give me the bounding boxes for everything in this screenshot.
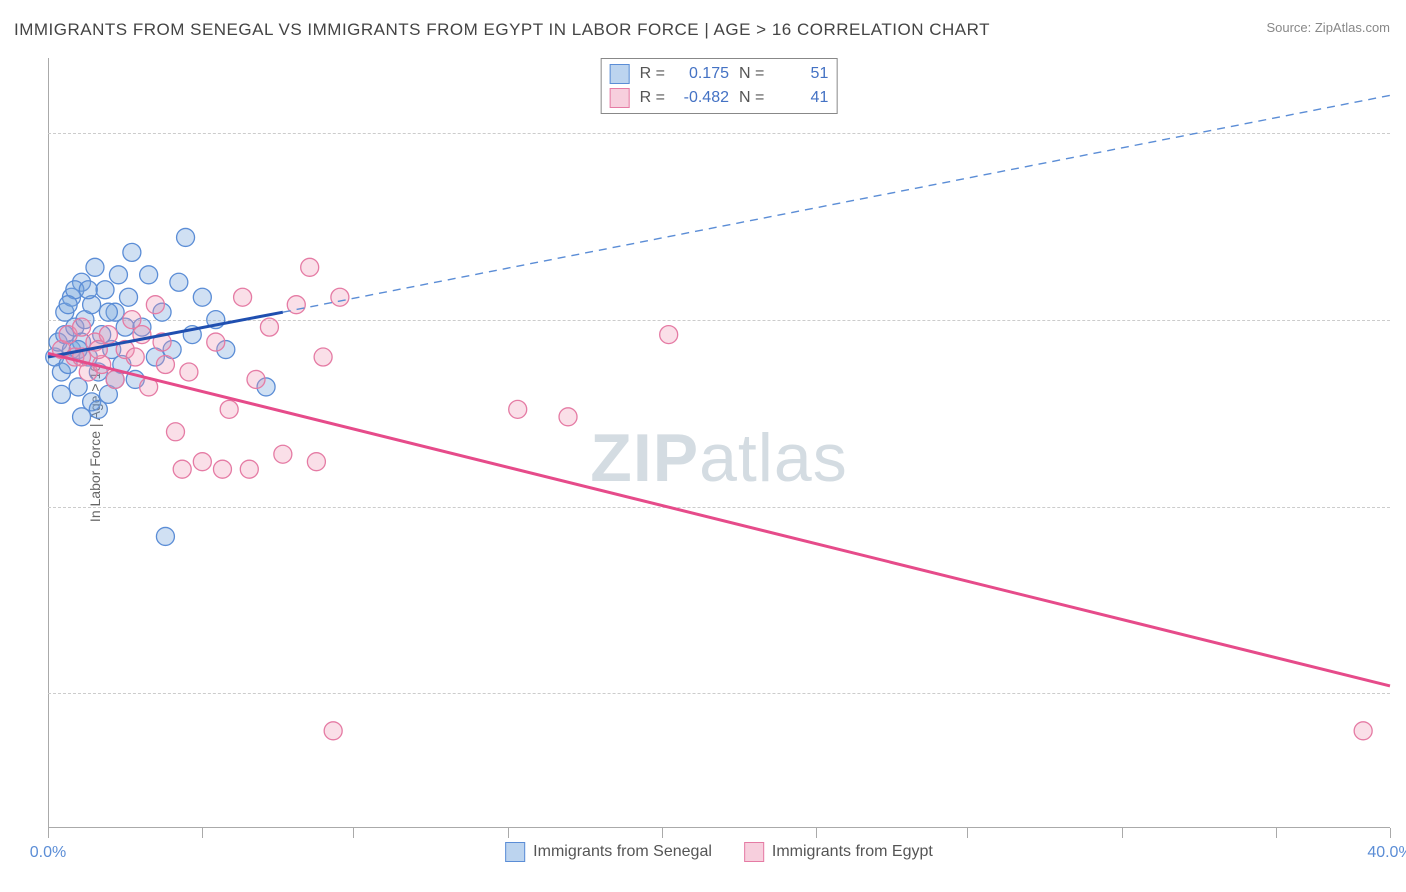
scatter-point: [123, 243, 141, 261]
r-label: R =: [640, 89, 665, 107]
r-value-series-0: 0.175: [675, 65, 729, 83]
scatter-point: [1354, 722, 1372, 740]
plot-svg: [48, 58, 1390, 828]
x-tick: [1276, 828, 1277, 838]
scatter-point: [509, 400, 527, 418]
scatter-point: [307, 453, 325, 471]
x-tick: [662, 828, 663, 838]
scatter-point: [274, 445, 292, 463]
scatter-point: [213, 460, 231, 478]
n-label: N =: [739, 89, 764, 107]
x-tick: [967, 828, 968, 838]
scatter-point: [96, 281, 114, 299]
scatter-point: [73, 318, 91, 336]
scatter-point: [156, 527, 174, 545]
scatter-point: [247, 370, 265, 388]
scatter-point: [120, 288, 138, 306]
x-tick: [816, 828, 817, 838]
swatch-series-0: [610, 64, 630, 84]
scatter-point: [126, 348, 144, 366]
scatter-point: [89, 400, 107, 418]
source-label: Source: ZipAtlas.com: [1266, 20, 1390, 35]
swatch-series-1: [744, 842, 764, 862]
scatter-point: [146, 296, 164, 314]
scatter-point: [52, 385, 70, 403]
scatter-point: [166, 423, 184, 441]
scatter-point: [109, 266, 127, 284]
scatter-point: [207, 333, 225, 351]
scatter-point: [324, 722, 342, 740]
scatter-point: [79, 281, 97, 299]
scatter-point: [180, 363, 198, 381]
r-value-series-1: -0.482: [675, 89, 729, 107]
x-tick: [508, 828, 509, 838]
scatter-point: [314, 348, 332, 366]
scatter-point: [240, 460, 258, 478]
x-tick: [353, 828, 354, 838]
legend-row-series-1: R = -0.482 N = 41: [610, 86, 829, 110]
scatter-point: [140, 266, 158, 284]
scatter-point: [220, 400, 238, 418]
scatter-point: [106, 370, 124, 388]
scatter-point: [86, 258, 104, 276]
scatter-point: [177, 228, 195, 246]
series-1-name: Immigrants from Egypt: [772, 843, 933, 861]
scatter-point: [193, 453, 211, 471]
scatter-point: [99, 303, 117, 321]
plot-region: ZIPatlas 25.0%50.0%75.0%100.0% 0.0%40.0%…: [48, 58, 1390, 828]
x-tick: [1390, 828, 1391, 838]
trend-line-dashed: [283, 95, 1390, 312]
trend-line: [48, 353, 1390, 686]
swatch-series-0: [505, 842, 525, 862]
scatter-point: [301, 258, 319, 276]
legend-item-series-1: Immigrants from Egypt: [744, 842, 933, 862]
x-tick: [48, 828, 49, 838]
scatter-point: [234, 288, 252, 306]
x-tick: [202, 828, 203, 838]
legend-item-series-0: Immigrants from Senegal: [505, 842, 712, 862]
chart-title: IMMIGRANTS FROM SENEGAL VS IMMIGRANTS FR…: [14, 20, 990, 40]
scatter-point: [156, 356, 174, 374]
scatter-point: [660, 326, 678, 344]
series-0-name: Immigrants from Senegal: [533, 843, 712, 861]
legend-correlation: R = 0.175 N = 51 R = -0.482 N = 41: [601, 58, 838, 114]
scatter-point: [173, 460, 191, 478]
x-tick-label: 40.0%: [1367, 844, 1406, 862]
n-value-series-1: 41: [774, 89, 828, 107]
scatter-point: [193, 288, 211, 306]
scatter-point: [59, 296, 77, 314]
n-value-series-0: 51: [774, 65, 828, 83]
r-label: R =: [640, 65, 665, 83]
n-label: N =: [739, 65, 764, 83]
swatch-series-1: [610, 88, 630, 108]
scatter-point: [331, 288, 349, 306]
scatter-point: [559, 408, 577, 426]
legend-row-series-0: R = 0.175 N = 51: [610, 62, 829, 86]
chart-area: In Labor Force | Age > 16 ZIPatlas 25.0%…: [48, 58, 1390, 828]
legend-series: Immigrants from Senegal Immigrants from …: [505, 842, 933, 862]
scatter-point: [260, 318, 278, 336]
scatter-point: [170, 273, 188, 291]
x-tick-label: 0.0%: [30, 844, 66, 862]
x-tick: [1122, 828, 1123, 838]
